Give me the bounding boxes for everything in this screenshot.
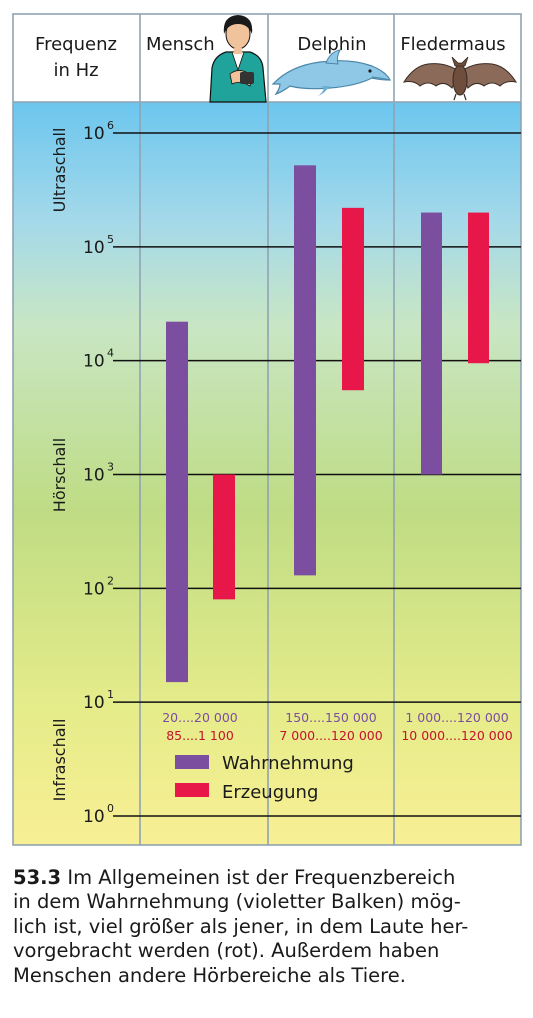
y-tick-exponent: 1 <box>107 688 114 701</box>
header-band <box>13 14 521 102</box>
range-perception-mensch: 20....20 000 <box>162 710 238 725</box>
dolphin-icon <box>271 49 391 96</box>
legend-swatch-production <box>175 783 209 797</box>
y-tick-label: 10 <box>83 238 105 258</box>
caption-line: lich ist, viel größer als jener, in dem … <box>13 914 469 938</box>
bar-perception-mensch <box>166 321 188 683</box>
zone-label-hoerschall: Hörschall <box>50 438 69 512</box>
bar-production-mensch <box>213 474 235 600</box>
range-perception-fledermaus: 1 000....120 000 <box>405 710 508 725</box>
frequency-chart: Frequenz in Hz Mensch Delphin Fledermaus… <box>12 13 522 846</box>
y-tick-label: 10 <box>83 352 105 372</box>
range-production-delphin: 7 000....120 000 <box>279 728 382 743</box>
y-tick-label: 10 <box>83 807 105 827</box>
caption-line: vorgebracht werden (rot). Außerdem haben <box>13 939 440 963</box>
frequency-header-line1: Frequenz <box>35 34 117 55</box>
range-production-mensch: 85....1 100 <box>166 728 234 743</box>
y-tick-exponent: 0 <box>107 802 114 815</box>
column-label-fledermaus: Fledermaus <box>400 34 505 55</box>
person-icon <box>209 15 267 103</box>
bar-perception-delphin <box>294 165 316 576</box>
zone-label-infraschall: Infraschall <box>50 719 69 802</box>
range-perception-delphin: 150....150 000 <box>285 710 376 725</box>
frequency-header-line2: in Hz <box>53 60 98 81</box>
y-tick-exponent: 6 <box>107 119 114 132</box>
column-label-delphin: Delphin <box>297 34 366 55</box>
y-tick-label: 10 <box>83 124 105 144</box>
y-tick-label: 10 <box>83 466 105 486</box>
y-tick-exponent: 4 <box>107 347 114 360</box>
caption-line: Menschen andere Hörbereiche als Tiere. <box>13 963 406 987</box>
y-tick-label: 10 <box>83 693 105 713</box>
legend-label-perception: Wahrnehmung <box>222 753 354 774</box>
chart-frame <box>12 13 522 846</box>
bar-perception-fledermaus <box>421 212 442 475</box>
caption-line: in dem Wahrnehmung (violetter Balken) mö… <box>13 890 461 914</box>
caption-line: Im Allgemeinen ist der Frequenzbereich <box>67 866 456 889</box>
y-tick-exponent: 2 <box>107 574 114 587</box>
range-production-fledermaus: 10 000....120 000 <box>401 728 512 743</box>
bat-icon <box>402 56 518 101</box>
bar-production-delphin <box>342 207 364 391</box>
y-tick-exponent: 3 <box>107 461 114 474</box>
y-tick-exponent: 5 <box>107 233 114 246</box>
figure-caption: 53.3 Im Allgemeinen ist der Frequenzbere… <box>13 866 523 988</box>
bar-production-fledermaus <box>468 212 489 364</box>
caption-number: 53.3 <box>13 866 62 889</box>
zone-label-ultraschall: Ultraschall <box>50 128 69 213</box>
y-tick-label: 10 <box>83 579 105 599</box>
legend-swatch-perception <box>175 755 209 769</box>
column-label-mensch: Mensch <box>146 34 215 55</box>
legend-label-production: Erzeugung <box>222 782 318 803</box>
